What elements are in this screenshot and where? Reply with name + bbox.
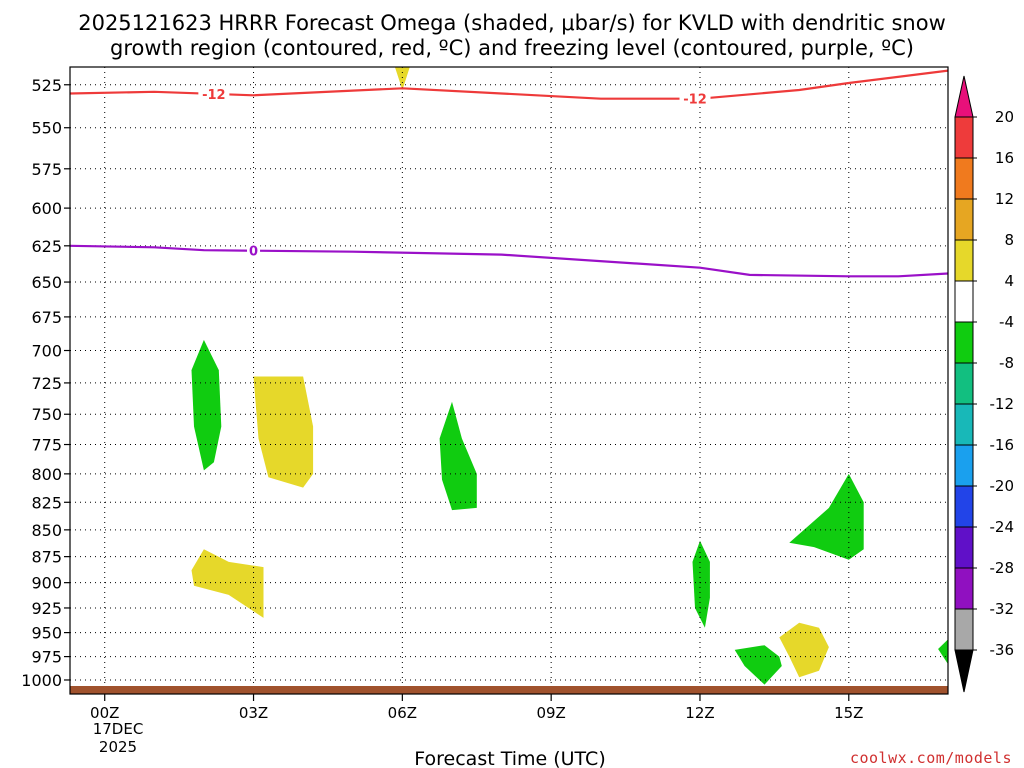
- colorbar-label: 16: [995, 149, 1014, 167]
- contour-label: -12: [683, 93, 707, 108]
- colorbar-segment: [954, 239, 974, 282]
- colorbar-label: 20: [995, 108, 1014, 126]
- contour-label-bg: [198, 85, 230, 102]
- ground-terrain: [70, 686, 948, 694]
- colorbar-segment: [954, 116, 974, 159]
- grid-lines: [70, 67, 948, 691]
- y-tick-label: 850: [31, 521, 62, 540]
- y-tick-label: 700: [31, 342, 62, 361]
- y-tick-label: 800: [31, 465, 62, 484]
- colorbar-segment: [954, 321, 974, 364]
- chart-title-line1: 2025121623 HRRR Forecast Omega (shaded, …: [78, 11, 946, 35]
- omega-region-downward-top: [394, 67, 410, 90]
- omega-region-downward-1: [253, 376, 314, 488]
- colorbar-segment: [954, 608, 974, 651]
- y-tick-label: 750: [31, 405, 62, 424]
- chart-title-line2: growth region (contoured, red, ºC) and f…: [110, 36, 914, 60]
- colorbar-segment: [954, 362, 974, 405]
- y-tick-label: 950: [31, 624, 62, 643]
- colorbar-segment: [954, 198, 974, 241]
- colorbar-label: -8: [999, 354, 1014, 372]
- omega-region-upward-5: [734, 645, 782, 685]
- contour-label-bg: [247, 242, 261, 259]
- omega-region-upward-1: [191, 339, 222, 471]
- x-tick-label: 12Z: [685, 704, 714, 722]
- x-date-day: 17DEC: [93, 720, 144, 738]
- omega-region-downward-3: [779, 622, 829, 678]
- x-tick-label: 09Z: [536, 704, 565, 722]
- contour-label: 0: [249, 245, 258, 260]
- omega-regions: [191, 67, 948, 685]
- colorbar-segment: [954, 280, 974, 323]
- colorbar-label: 8: [1004, 231, 1014, 249]
- y-tick-label: 975: [31, 648, 62, 667]
- y-tick-label: 625: [31, 237, 62, 256]
- y-tick-label: 900: [31, 574, 62, 593]
- y-tick-label: 1000: [21, 671, 62, 690]
- y-tick-label: 875: [31, 548, 62, 567]
- contour-lines: -12 -12 0: [69, 69, 949, 278]
- y-tick-label: 600: [31, 199, 62, 218]
- colorbar-segment: [954, 526, 974, 569]
- colorbar-segment: [954, 567, 974, 610]
- plot-area: -12 -12 0: [69, 66, 949, 695]
- contour-line: [69, 244, 949, 278]
- omega-region-upward-2: [439, 401, 477, 511]
- contour-label-bg: [679, 90, 711, 107]
- colorbar-bottom-arrow: [954, 649, 974, 693]
- colorbar-label: -4: [999, 313, 1014, 331]
- contour-label: -12: [202, 88, 226, 103]
- omega-region-upward-4: [789, 473, 864, 560]
- x-date-year: 2025: [99, 738, 137, 756]
- colorbar-label: -16: [990, 436, 1015, 454]
- omega-region-upward-6: [938, 639, 948, 665]
- plot-frame: [69, 66, 949, 695]
- y-tick-label: 525: [31, 76, 62, 95]
- y-axis: 525 550 575 600 625 650 675 700 725 750 775 800 825 8…: [21, 76, 70, 690]
- y-tick-label: 575: [31, 160, 62, 179]
- x-axis: 00Z 03Z 06Z 09Z 12Z 15Z: [90, 694, 863, 722]
- x-axis-label: Forecast Time (UTC): [414, 748, 605, 768]
- credit-text: coolwx.com/models: [850, 749, 1012, 767]
- y-tick-label: 925: [31, 599, 62, 618]
- colorbar-label: -12: [990, 395, 1015, 413]
- colorbar-segment: [954, 444, 974, 487]
- y-tick-label: 550: [31, 119, 62, 138]
- colorbar-segment: [954, 157, 974, 200]
- y-tick-label: 775: [31, 436, 62, 455]
- y-tick-label: 650: [31, 273, 62, 292]
- colorbar-top-arrow: [954, 75, 974, 118]
- x-tick-label: 03Z: [239, 704, 268, 722]
- colorbar-label: -20: [990, 477, 1015, 495]
- x-tick-label: 15Z: [834, 704, 863, 722]
- colorbar-label: -28: [990, 559, 1015, 577]
- colorbar-label: -36: [990, 641, 1015, 659]
- colorbar-segment: [954, 485, 974, 528]
- colorbar: 20 16 12 8 4 -4 -8 -12 -16 -20 -24 -28 -32 -36: [954, 75, 1015, 693]
- colorbar-label: 12: [995, 190, 1014, 208]
- omega-region-downward-2: [191, 549, 264, 618]
- colorbar-label: -24: [990, 518, 1015, 536]
- y-tick-label: 675: [31, 308, 62, 327]
- colorbar-segment: [954, 403, 974, 446]
- x-tick-label: 00Z: [90, 704, 119, 722]
- y-tick-label: 825: [31, 493, 62, 512]
- colorbar-label: 4: [1004, 272, 1014, 290]
- x-tick-label: 06Z: [388, 704, 417, 722]
- y-tick-label: 725: [31, 374, 62, 393]
- colorbar-label: -32: [990, 600, 1015, 618]
- omega-region-upward-3: [692, 540, 710, 628]
